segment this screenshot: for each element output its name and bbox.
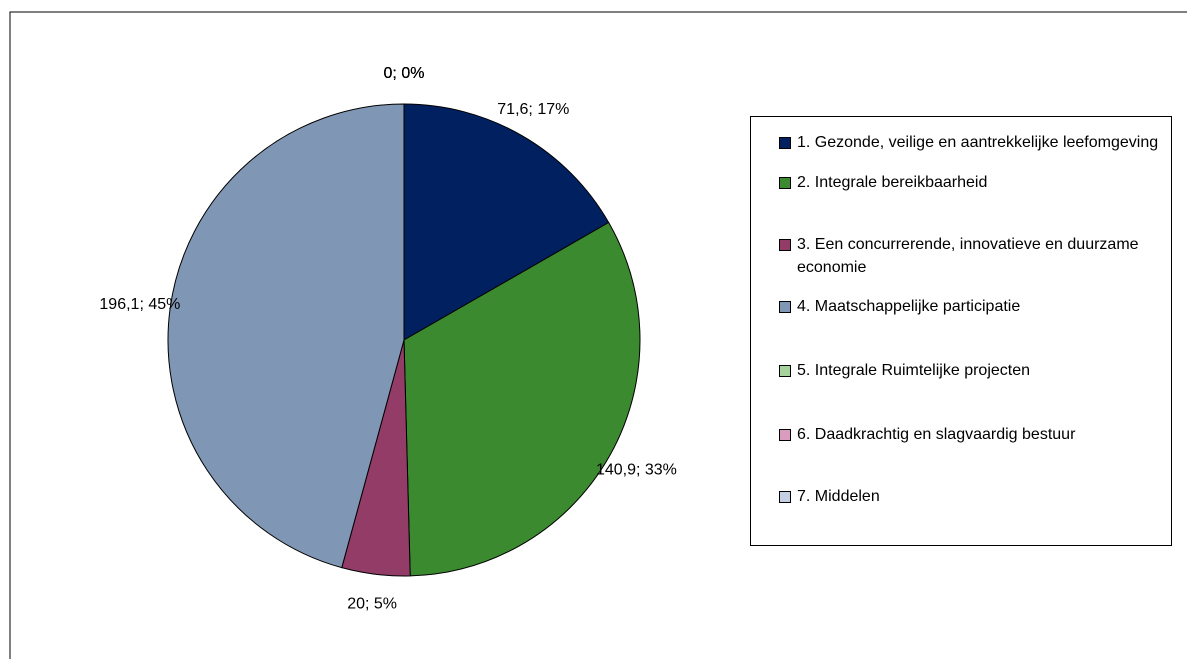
- legend: 1. Gezonde, veilige en aantrekkelijke le…: [750, 116, 1172, 546]
- data-label: 0; 0%: [384, 65, 425, 82]
- pie-slice: [167, 103, 405, 569]
- legend-item: 2. Integrale bereikbaarheid: [779, 171, 1177, 194]
- data-label: 0; 0%: [384, 65, 425, 82]
- legend-item: 6. Daadkrachtig en slagvaardig bestuur: [779, 423, 1177, 446]
- legend-swatch: [779, 301, 791, 313]
- legend-label: 7. Middelen: [797, 488, 880, 505]
- chart-frame: [9, 11, 1187, 659]
- legend-label: 2. Integrale bereikbaarheid: [797, 174, 988, 191]
- legend-label: 4. Maatschappelijke participatie: [797, 298, 1021, 315]
- legend-label: 1. Gezonde, veilige en aantrekkelijke le…: [797, 134, 1159, 151]
- legend-item: 1. Gezonde, veilige en aantrekkelijke le…: [779, 131, 1177, 154]
- legend-item: 5. Integrale Ruimtelijke projecten: [779, 359, 1177, 382]
- legend-swatch: [779, 365, 791, 377]
- legend-swatch: [779, 177, 791, 189]
- data-label: 71,6; 17%: [497, 101, 569, 118]
- legend-swatch: [779, 491, 791, 503]
- data-label: 140,9; 33%: [596, 461, 677, 478]
- legend-swatch: [779, 429, 791, 441]
- legend-swatch: [779, 137, 791, 149]
- legend-label: 6. Daadkrachtig en slagvaardig bestuur: [797, 426, 1076, 443]
- data-label: 0; 0%: [384, 65, 425, 82]
- legend-label: 5. Integrale Ruimtelijke projecten: [797, 362, 1031, 379]
- legend-label: 3. Een concurrerende, innovatieve en duu…: [797, 236, 1139, 276]
- data-label: 196,1; 45%: [99, 296, 180, 313]
- legend-item: 7. Middelen: [779, 485, 1177, 508]
- pie-slice: [403, 103, 610, 341]
- legend-item: 4. Maatschappelijke participatie: [779, 295, 1177, 318]
- data-label: 20; 5%: [347, 595, 397, 612]
- legend-swatch: [779, 239, 791, 251]
- pie-slice: [403, 221, 641, 577]
- legend-item: 3. Een concurrerende, innovatieve en duu…: [779, 233, 1177, 279]
